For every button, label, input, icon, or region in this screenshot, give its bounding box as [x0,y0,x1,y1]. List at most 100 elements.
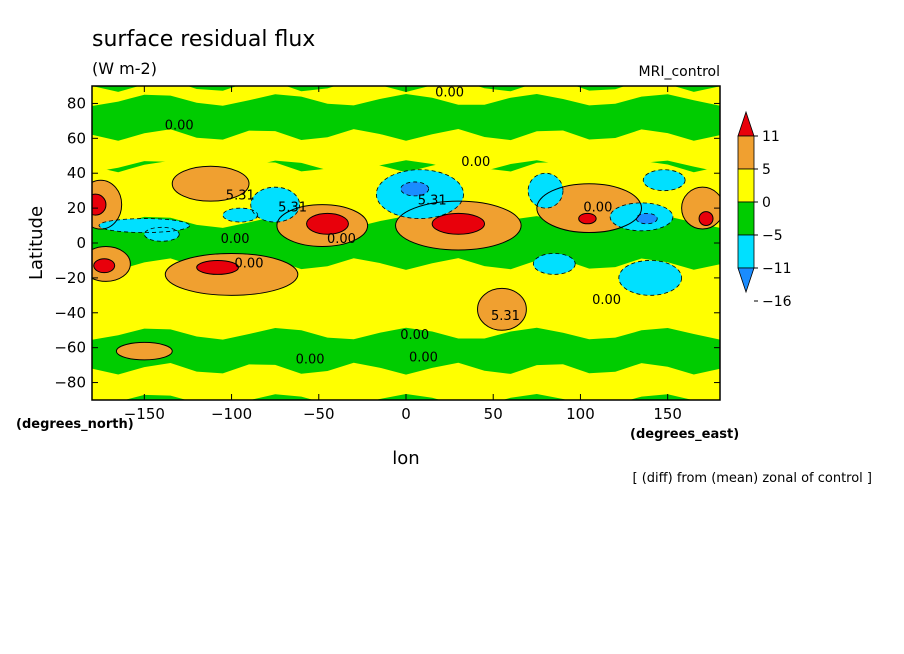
base-band [92,86,720,106]
colorbar-segment [737,168,755,203]
colorbar-tick-label: −11 [762,261,792,277]
anomaly-cell [92,194,106,216]
contour-label: 0.00 [296,352,325,367]
y-tick-label: −60 [54,339,86,357]
anomaly-cell [144,227,180,242]
x-axis-ticks: −150 −100 −50 0 50 100 150 [124,86,682,423]
contour-line [698,211,714,227]
y-tick-label: 40 [67,164,86,182]
colorbar-segment [737,135,755,170]
y-tick-label: −20 [54,269,86,287]
colorbar-tick-label: −5 [762,228,783,244]
contour-label: 5.31 [491,309,520,324]
anomaly-cell [92,180,122,230]
anomaly-cell [699,211,714,226]
contour-label: 5.31 [278,201,307,216]
contour-label: 5.31 [226,188,255,203]
contour-label: 0.00 [409,351,438,366]
y-tick-label: 20 [67,199,86,217]
contour-line [532,253,576,275]
contour-labels: 0.00 0.00 0.00 5.31 5.31 5.31 0.00 0.00 0.00 0.00… [165,85,621,367]
contour-line [642,169,686,192]
contour-line [527,172,564,209]
contour-label: 0.00 [583,201,612,216]
y-tick-label: −40 [54,304,86,322]
anomaly-cell [477,288,527,331]
x-tick-label: −100 [211,405,252,423]
contour-line [222,207,259,223]
colorbar-under-triangle [737,267,755,294]
x-tick-label: 150 [653,405,682,423]
anomaly-cell [578,213,597,224]
contour-line [143,226,180,242]
colorbar: 11 5 0 −5 −11 −16 [737,110,792,310]
colorbar-tick-label: −16 [762,294,792,310]
x-unit-label: (degrees_east) [630,427,739,442]
contour-line [92,245,131,282]
contour-line [92,193,107,216]
anomaly-cell [643,169,686,191]
plot-area [92,86,720,400]
colorbar-tick-label: 5 [762,162,771,178]
anomaly-cell [116,342,173,360]
y-tick-label: −80 [54,374,86,392]
anomaly-cell [528,173,563,209]
anomaly-cell [533,253,576,275]
chart-subtitle: (W m-2) [92,59,157,78]
x-tick-label: −50 [303,405,335,423]
anomaly-cell [400,181,429,196]
colorbar-tick-label: 0 [762,195,771,211]
contour-line [164,252,299,296]
colorbar-segment [737,234,755,269]
anomaly-cell [306,213,349,235]
y-axis-label: Latitude [26,206,47,280]
anomaly-cell [618,260,682,296]
contour-label: 0.00 [235,256,264,271]
anomaly-cell [222,208,258,223]
contour-line [250,186,300,223]
anomaly-cell [172,166,249,202]
contour-line [276,204,369,247]
anomaly-cell [636,213,658,224]
contour-line [400,181,430,197]
contour-line [618,260,683,296]
contour-line [98,218,191,233]
contour-line [92,179,123,230]
anomaly-cell [196,260,239,275]
contour-label: 5.31 [418,194,447,209]
footnote: [ (diff) from (mean) zonal of control ] [633,471,872,486]
base-band [92,362,720,400]
contour-label: 0.00 [461,155,490,170]
contour-label: 0.00 [592,293,621,308]
contour-line [395,200,522,251]
contour-line [477,287,527,331]
x-tick-label: 0 [401,405,411,423]
contour-line [375,169,464,219]
contour-label: 0.00 [327,232,356,247]
contour-line [578,212,597,225]
anomaly-cell [250,187,300,223]
y-tick-label: 80 [67,94,86,112]
colorbar-segment [737,201,755,236]
contour-line [681,186,720,230]
contour-line [609,202,674,232]
y-unit-label: (degrees_north) [16,417,134,432]
contour-line [635,212,658,225]
contour-line [171,165,250,202]
contour-lines [92,165,720,361]
dataset-label: MRI_control [639,64,720,80]
contour-label: 0.00 [165,119,194,134]
y-tick-label: 0 [76,234,86,252]
contour-line [306,212,349,235]
anomaly-cell [165,253,298,296]
anomaly-cell [432,213,485,235]
colorbar-over-triangle [737,110,755,137]
contour-line [196,259,240,275]
x-axis-label: lon [392,448,419,469]
contour-label: 0.00 [221,232,250,247]
contour-line [536,183,643,234]
x-tick-label: 50 [484,405,503,423]
anomaly-cell [93,258,115,273]
x-tick-label: −150 [124,405,165,423]
